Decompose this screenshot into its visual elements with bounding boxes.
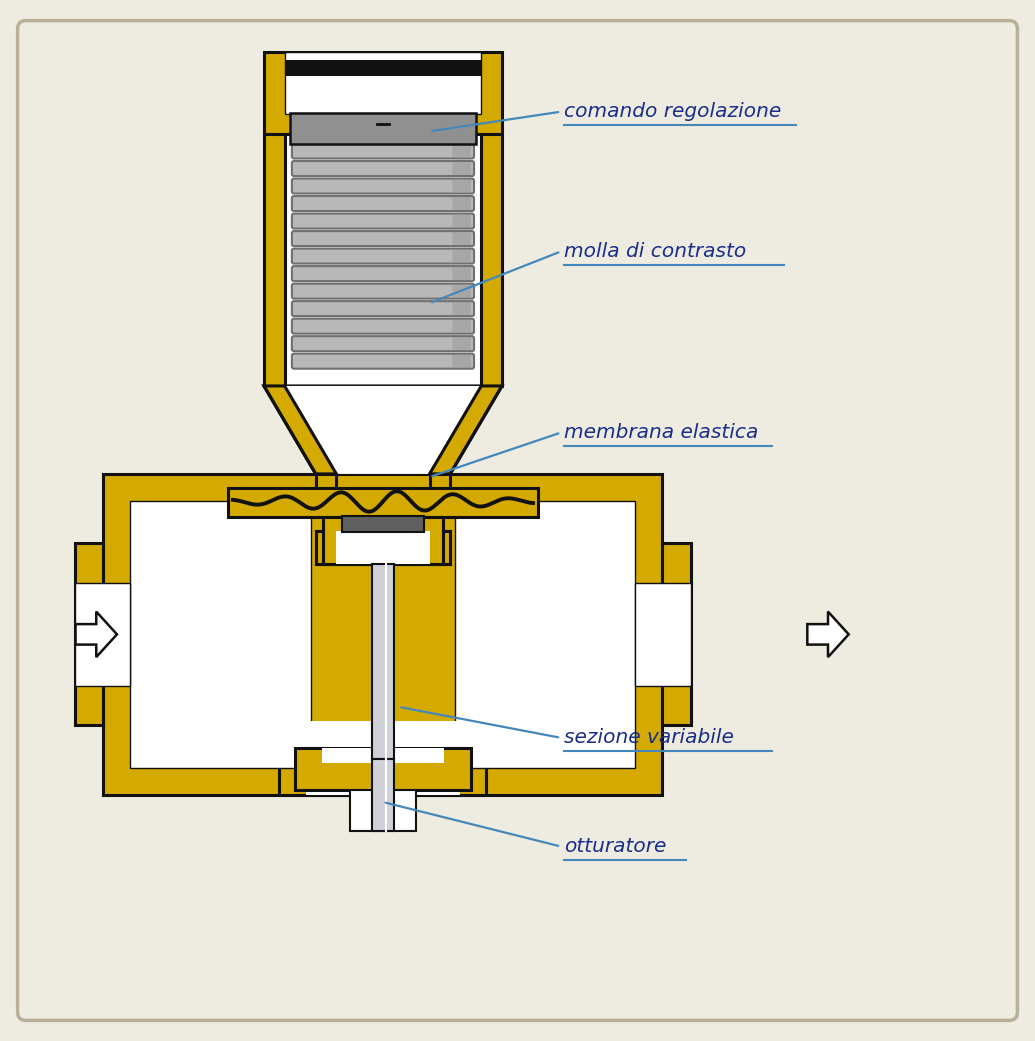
Bar [285,60,481,76]
Bar [75,543,104,726]
FancyBboxPatch shape [292,249,474,263]
Polygon shape [285,386,481,474]
FancyBboxPatch shape [292,266,474,281]
FancyBboxPatch shape [452,250,471,262]
Polygon shape [264,52,502,134]
FancyBboxPatch shape [292,319,474,334]
Bar [285,52,481,113]
Bar [372,564,394,759]
Bar [264,134,285,386]
FancyBboxPatch shape [18,21,1017,1020]
Bar [430,474,450,488]
FancyBboxPatch shape [292,196,474,211]
Polygon shape [264,386,502,474]
FancyBboxPatch shape [292,179,474,194]
FancyBboxPatch shape [292,213,474,229]
Bar [316,531,450,564]
Polygon shape [807,611,849,657]
FancyBboxPatch shape [452,268,471,280]
FancyBboxPatch shape [292,336,474,351]
Bar [130,501,310,768]
Bar [295,748,471,790]
Bar [662,543,691,726]
Text: molla di contrasto: molla di contrasto [564,242,746,261]
Bar [350,790,416,831]
FancyBboxPatch shape [292,144,474,158]
FancyBboxPatch shape [292,283,474,299]
Text: sezione variabile: sezione variabile [564,729,734,747]
Text: comando regolazione: comando regolazione [564,102,781,121]
Bar [75,583,130,686]
Bar [285,134,481,386]
Bar [104,474,662,794]
FancyBboxPatch shape [452,214,471,228]
FancyBboxPatch shape [452,337,471,350]
Text: otturatore: otturatore [564,837,667,856]
Bar [316,531,450,564]
Polygon shape [76,611,117,657]
FancyBboxPatch shape [292,354,474,369]
Bar [228,488,538,517]
Bar [342,516,424,532]
Text: membrana elastica: membrana elastica [564,423,759,442]
FancyBboxPatch shape [452,145,471,157]
FancyBboxPatch shape [452,232,471,245]
FancyBboxPatch shape [452,162,471,175]
Bar [279,748,486,794]
Bar [323,517,443,564]
Bar [316,474,336,488]
FancyBboxPatch shape [452,284,471,298]
FancyBboxPatch shape [292,161,474,176]
Bar [336,531,430,564]
FancyBboxPatch shape [452,355,471,367]
FancyBboxPatch shape [452,320,471,333]
FancyBboxPatch shape [292,231,474,246]
FancyBboxPatch shape [452,302,471,315]
Bar [306,721,460,794]
Bar [635,583,691,686]
Bar [481,134,502,386]
Bar [290,112,476,144]
FancyBboxPatch shape [452,179,471,193]
FancyBboxPatch shape [452,197,471,210]
Bar [372,759,394,831]
Bar [455,501,635,768]
FancyBboxPatch shape [292,301,474,316]
Bar [336,531,430,564]
Bar [322,748,444,763]
